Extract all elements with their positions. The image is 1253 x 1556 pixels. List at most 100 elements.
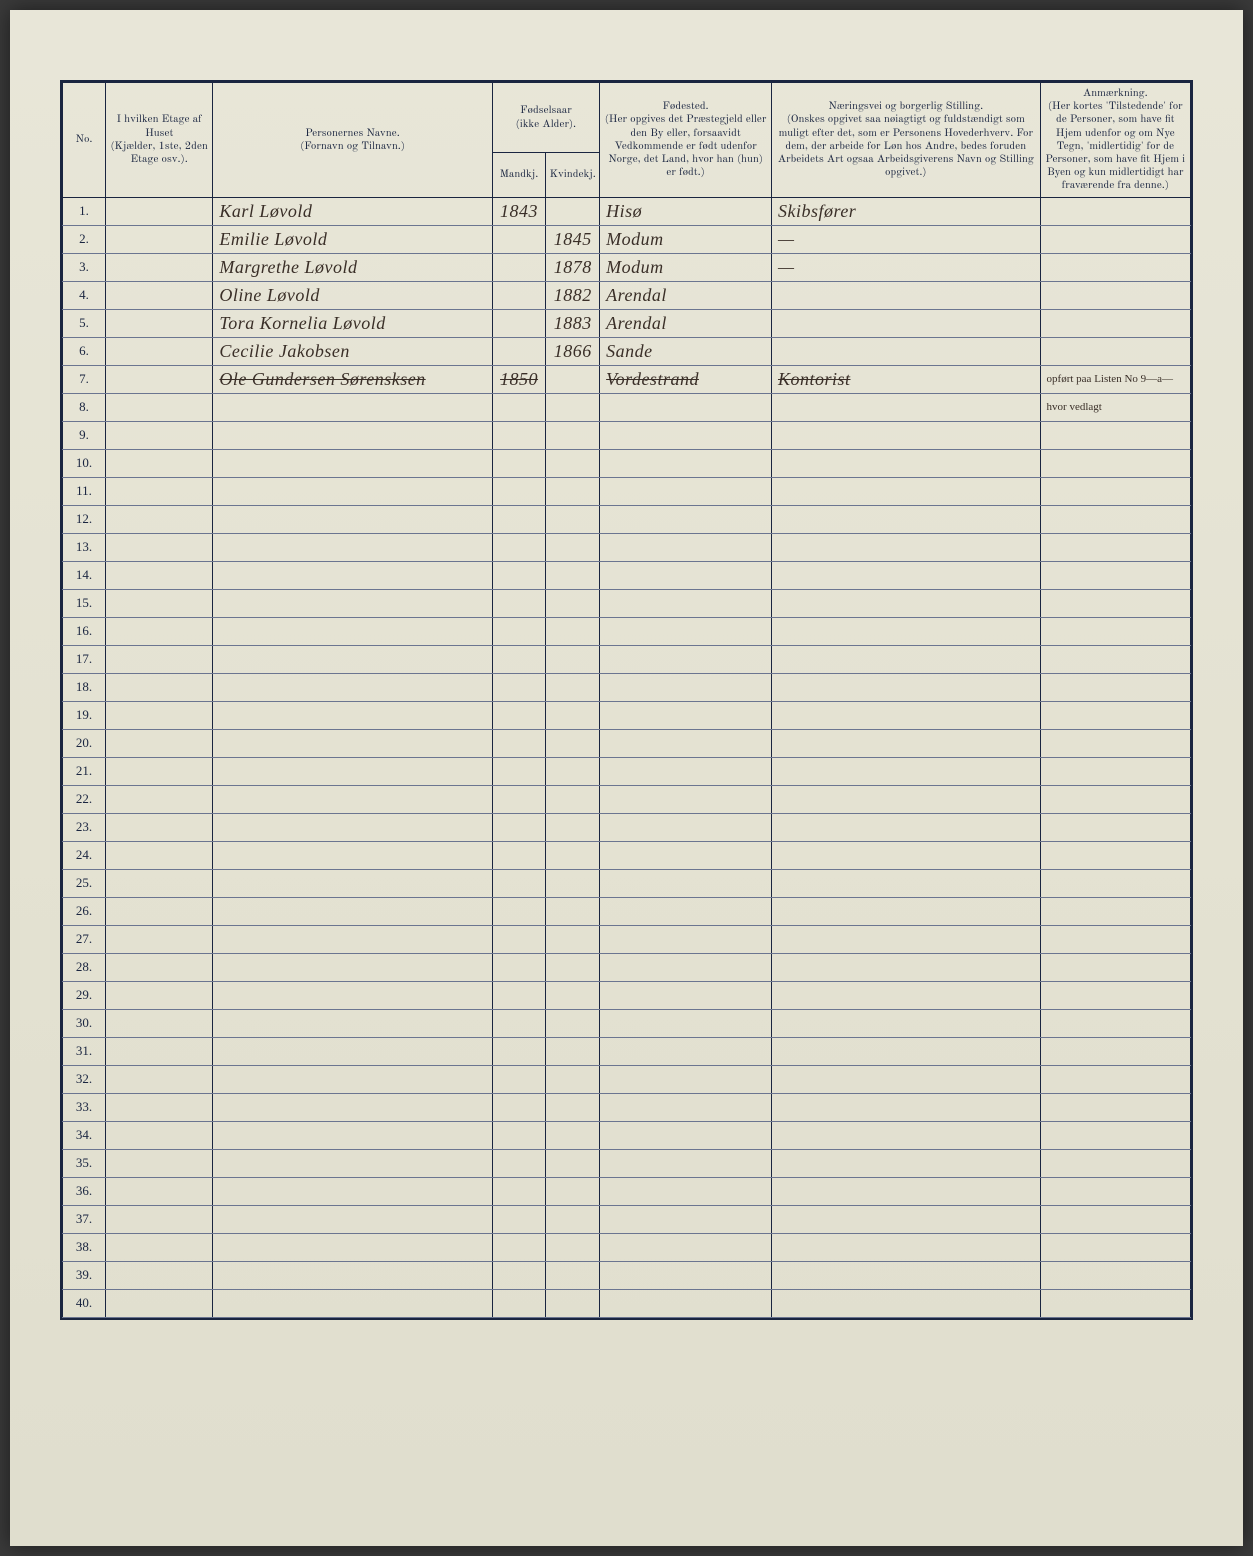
empty-cell bbox=[492, 729, 546, 757]
cell-year-male: 1843 bbox=[492, 197, 546, 225]
empty-cell bbox=[105, 477, 212, 505]
table-row: 18. bbox=[63, 673, 1191, 701]
cell-birthplace: Modum bbox=[600, 253, 772, 281]
header-occupation-main: Næringsvei og borgerlig Stilling. bbox=[828, 101, 983, 112]
empty-cell bbox=[1040, 981, 1190, 1009]
empty-cell bbox=[105, 953, 212, 981]
empty-cell bbox=[492, 869, 546, 897]
table-row: 38. bbox=[63, 1233, 1191, 1261]
cell-birthplace: Hisø bbox=[600, 197, 772, 225]
cell-occupation bbox=[771, 309, 1040, 337]
cell-remarks bbox=[1040, 197, 1190, 225]
empty-cell bbox=[1040, 953, 1190, 981]
row-number: 4. bbox=[63, 281, 106, 309]
header-name-main: Personernes Navne. bbox=[305, 128, 400, 139]
table-row: 23. bbox=[63, 813, 1191, 841]
row-number: 28. bbox=[63, 953, 106, 981]
row-number: 5. bbox=[63, 309, 106, 337]
header-etage: I hvilken Etage af Huset (Kjælder, 1ste,… bbox=[105, 83, 212, 198]
empty-cell bbox=[105, 645, 212, 673]
empty-cell bbox=[1040, 449, 1190, 477]
empty-cell bbox=[546, 813, 600, 841]
empty-cell bbox=[213, 1037, 492, 1065]
empty-cell bbox=[213, 701, 492, 729]
empty-cell bbox=[600, 981, 772, 1009]
empty-cell bbox=[771, 1233, 1040, 1261]
empty-cell bbox=[1040, 701, 1190, 729]
cell-name: Ole Gundersen Sørensksen bbox=[213, 365, 492, 393]
empty-cell bbox=[600, 1233, 772, 1261]
table-row: 27. bbox=[63, 925, 1191, 953]
table-row: 11. bbox=[63, 477, 1191, 505]
empty-cell bbox=[771, 1037, 1040, 1065]
empty-cell bbox=[771, 533, 1040, 561]
table-row: 5.Tora Kornelia Løvold1883Arendal bbox=[63, 309, 1191, 337]
empty-cell bbox=[213, 981, 492, 1009]
cell-birthplace: Arendal bbox=[600, 281, 772, 309]
empty-cell bbox=[1040, 421, 1190, 449]
cell-etage bbox=[105, 225, 212, 253]
empty-cell bbox=[105, 869, 212, 897]
empty-cell bbox=[492, 1009, 546, 1037]
empty-cell bbox=[492, 1065, 546, 1093]
cell-remarks bbox=[1040, 253, 1190, 281]
empty-cell bbox=[600, 1037, 772, 1065]
empty-cell bbox=[600, 505, 772, 533]
header-remarks-sub: (Her kortes 'Tilstedende' for de Persone… bbox=[1045, 101, 1185, 191]
cell-year-female: 1845 bbox=[546, 225, 600, 253]
empty-cell bbox=[213, 925, 492, 953]
table-row: 1.Karl Løvold1843HisøSkibsfører bbox=[63, 197, 1191, 225]
empty-cell bbox=[213, 729, 492, 757]
empty-cell bbox=[1040, 505, 1190, 533]
cell-year-male bbox=[492, 309, 546, 337]
row-number: 19. bbox=[63, 701, 106, 729]
empty-cell bbox=[492, 981, 546, 1009]
row-number: 27. bbox=[63, 925, 106, 953]
empty-cell bbox=[1040, 673, 1190, 701]
empty-cell bbox=[771, 785, 1040, 813]
header-name-sub: (Fornavn og Tilnavn.) bbox=[300, 141, 405, 152]
census-table: No. I hvilken Etage af Huset (Kjælder, 1… bbox=[62, 82, 1191, 1318]
row-number: 15. bbox=[63, 589, 106, 617]
empty-cell bbox=[1040, 729, 1190, 757]
empty-cell bbox=[213, 505, 492, 533]
empty-cell bbox=[600, 1009, 772, 1037]
empty-cell bbox=[492, 1233, 546, 1261]
cell-etage bbox=[105, 197, 212, 225]
cell-birthplace bbox=[600, 393, 772, 421]
empty-cell bbox=[105, 1121, 212, 1149]
table-body: 1.Karl Løvold1843HisøSkibsfører2.Emilie … bbox=[63, 197, 1191, 1317]
empty-cell bbox=[771, 1065, 1040, 1093]
empty-cell bbox=[546, 673, 600, 701]
empty-cell bbox=[771, 589, 1040, 617]
table-row: 15. bbox=[63, 589, 1191, 617]
table-row: 6.Cecilie Jakobsen1866Sande bbox=[63, 337, 1191, 365]
table-header: No. I hvilken Etage af Huset (Kjælder, 1… bbox=[63, 83, 1191, 198]
empty-cell bbox=[600, 841, 772, 869]
empty-cell bbox=[600, 421, 772, 449]
cell-etage bbox=[105, 281, 212, 309]
empty-cell bbox=[213, 1149, 492, 1177]
empty-cell bbox=[600, 673, 772, 701]
table-row: 30. bbox=[63, 1009, 1191, 1037]
empty-cell bbox=[546, 1205, 600, 1233]
table-row: 33. bbox=[63, 1093, 1191, 1121]
empty-cell bbox=[105, 1037, 212, 1065]
empty-cell bbox=[213, 897, 492, 925]
empty-cell bbox=[105, 841, 212, 869]
row-number: 34. bbox=[63, 1121, 106, 1149]
empty-cell bbox=[105, 785, 212, 813]
header-birthplace-main: Fødested. bbox=[662, 101, 708, 112]
empty-cell bbox=[1040, 1205, 1190, 1233]
empty-cell bbox=[492, 421, 546, 449]
empty-cell bbox=[546, 421, 600, 449]
row-number: 13. bbox=[63, 533, 106, 561]
empty-cell bbox=[546, 785, 600, 813]
cell-name: Oline Løvold bbox=[213, 281, 492, 309]
empty-cell bbox=[546, 729, 600, 757]
empty-cell bbox=[492, 617, 546, 645]
empty-cell bbox=[600, 897, 772, 925]
empty-cell bbox=[492, 925, 546, 953]
row-number: 14. bbox=[63, 561, 106, 589]
table-row: 14. bbox=[63, 561, 1191, 589]
